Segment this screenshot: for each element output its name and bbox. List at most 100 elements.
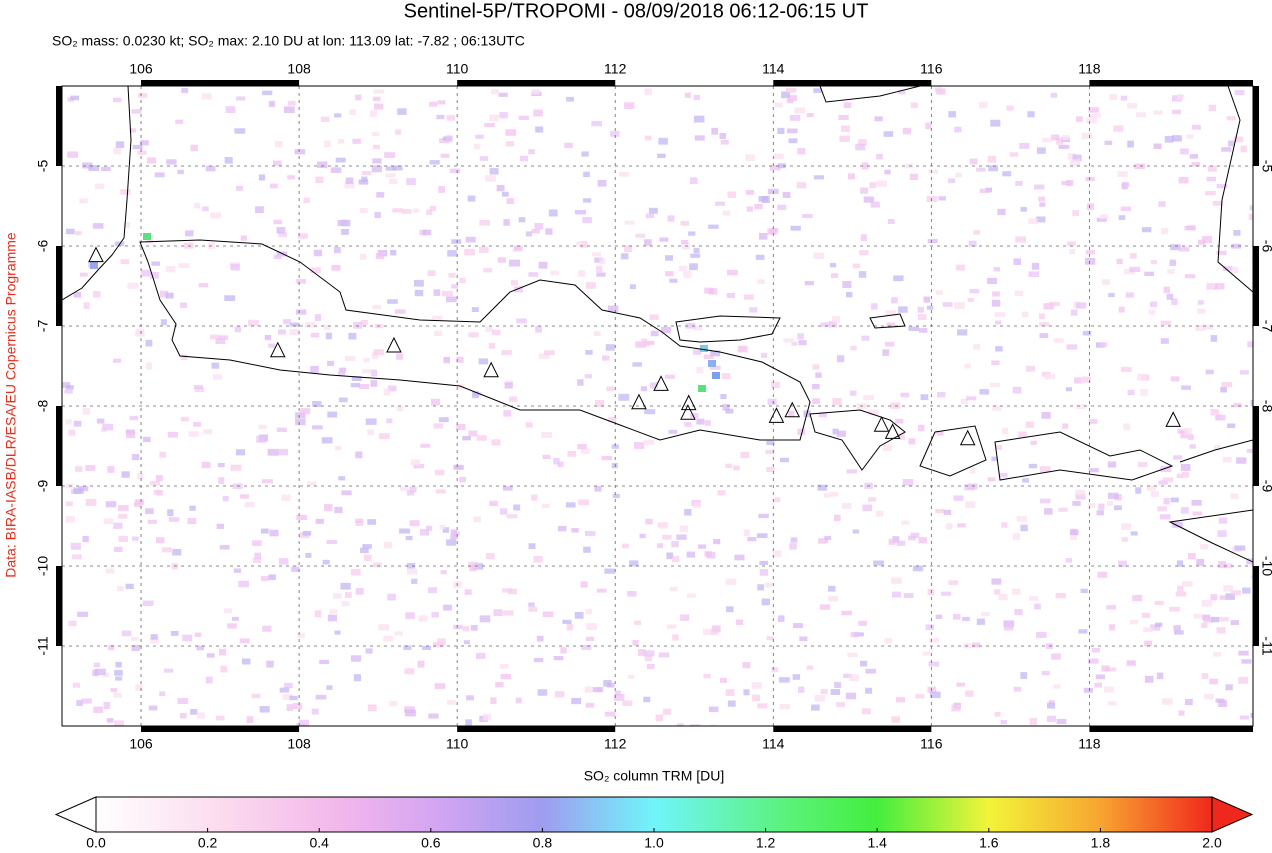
pixel <box>708 360 716 367</box>
pixel <box>218 477 225 485</box>
y-tick-label: -8 <box>35 400 51 413</box>
pixel <box>383 635 394 642</box>
pixel <box>766 440 775 446</box>
border-segment <box>773 80 932 86</box>
pixel <box>644 655 652 662</box>
pixel <box>734 554 745 561</box>
pixel <box>1135 112 1147 118</box>
pixel <box>1170 497 1179 503</box>
pixel <box>580 581 588 588</box>
pixel <box>244 501 255 508</box>
coastline <box>1168 509 1253 563</box>
pixel <box>93 290 101 298</box>
pixel <box>327 614 338 622</box>
pixel <box>721 373 731 380</box>
pixel <box>666 624 677 629</box>
pixel <box>979 389 990 395</box>
pixel <box>1211 616 1219 623</box>
pixel <box>1041 412 1051 419</box>
pixel <box>892 536 900 543</box>
pixel <box>439 524 446 529</box>
pixel <box>745 154 755 162</box>
pixel <box>96 418 105 424</box>
pixel <box>451 239 462 244</box>
border-segment <box>1089 726 1253 732</box>
pixel <box>143 233 151 240</box>
pixel <box>1240 145 1247 153</box>
pixel <box>449 168 461 174</box>
pixel <box>1251 483 1253 490</box>
pixel <box>954 302 965 309</box>
pixel <box>1120 95 1128 101</box>
pixel <box>791 341 798 346</box>
pixel <box>799 636 808 642</box>
pixel <box>92 669 99 677</box>
pixel <box>456 423 466 431</box>
pixel <box>1065 387 1072 392</box>
pixel <box>842 281 852 289</box>
pixel <box>292 703 303 710</box>
pixel <box>156 537 165 544</box>
pixel <box>669 278 678 283</box>
volcano <box>680 404 696 420</box>
pixel <box>499 664 509 669</box>
colorbar: SO₂ column TRM [DU] 0.0 0.2 0.4 0.6 0.8 1.0 1.… <box>54 768 1254 851</box>
pixel <box>602 355 610 361</box>
pixel <box>376 192 385 198</box>
pixel <box>297 632 305 638</box>
pixel <box>1249 205 1253 211</box>
pixel <box>680 614 690 621</box>
pixel <box>829 262 837 268</box>
pixel <box>1192 511 1203 516</box>
pixel <box>798 340 807 346</box>
pixel <box>178 263 190 268</box>
pixel <box>371 352 379 360</box>
pixel <box>804 280 814 286</box>
pixel <box>686 593 696 598</box>
pixel <box>1062 423 1069 429</box>
pixel <box>503 219 510 226</box>
pixel <box>443 356 450 364</box>
pixel <box>898 433 905 441</box>
border-segment <box>141 726 300 732</box>
pixel <box>689 263 698 271</box>
pixel <box>865 687 873 694</box>
pixel <box>518 217 526 223</box>
pixel <box>289 329 300 336</box>
pixel <box>605 344 615 351</box>
pixel <box>484 122 495 128</box>
pixel <box>476 435 487 441</box>
pixel <box>635 233 646 238</box>
pixel <box>742 662 751 669</box>
pixel <box>433 423 444 429</box>
pixel <box>604 711 616 717</box>
pixel <box>338 476 346 481</box>
pixel <box>1161 227 1169 235</box>
pixel <box>534 223 544 230</box>
pixel <box>513 504 521 511</box>
pixel <box>1051 134 1060 141</box>
pixel <box>620 253 629 260</box>
pixel <box>1231 590 1241 596</box>
pixel <box>917 314 927 321</box>
pixel <box>129 128 136 133</box>
pixel <box>358 384 370 390</box>
pixel <box>386 418 393 424</box>
pixel <box>1220 386 1227 393</box>
pixel <box>1088 107 1100 113</box>
pixel <box>790 537 798 543</box>
pixel <box>819 604 831 610</box>
pixel <box>297 233 308 239</box>
pixel <box>528 543 536 550</box>
pixel <box>333 593 342 599</box>
pixel <box>1041 670 1050 676</box>
pixel <box>326 539 338 545</box>
pixel <box>531 228 541 234</box>
pixel <box>1187 434 1194 440</box>
pixel <box>363 358 370 363</box>
pixel <box>1230 620 1240 626</box>
pixel <box>577 444 587 450</box>
pixel <box>287 175 296 180</box>
pixel <box>960 398 968 405</box>
pixel <box>198 283 209 288</box>
